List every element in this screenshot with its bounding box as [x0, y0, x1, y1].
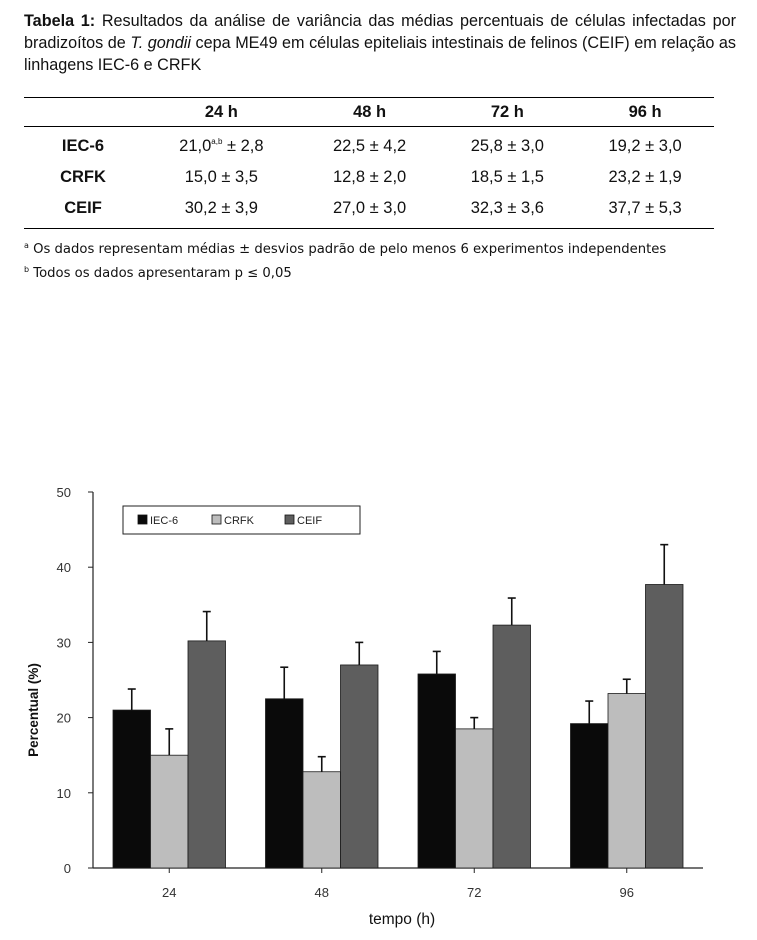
- y-axis-title: Percentual (%): [26, 663, 41, 757]
- table-cell: 25,8 ± 3,0: [470, 137, 544, 155]
- y-tick-label: 40: [57, 560, 71, 575]
- row-label: CEIF: [24, 193, 142, 229]
- table-cell: 30,2 ± 3,9: [142, 193, 301, 229]
- bar-iec-6-72: [417, 673, 456, 869]
- bar-ceif-48: [340, 664, 379, 869]
- x-tick-label: 96: [620, 885, 634, 900]
- bar-crfk-24: [150, 754, 189, 869]
- results-table: 24 h 48 h 72 h 96 h IEC-6 21,0a,b ± 2,8 …: [24, 97, 714, 229]
- footnote-marker: a,b: [211, 137, 223, 146]
- y-tick-label: 0: [64, 861, 71, 876]
- bar-crfk-48: [302, 771, 341, 869]
- legend-label: CEIF: [297, 515, 322, 527]
- table-cell: 18,5 ± 1,5: [470, 168, 544, 186]
- legend-label: CRFK: [224, 515, 255, 527]
- footnote-b: b Todos os dados apresentaram p ≤ 0,05: [24, 260, 666, 284]
- bar-ceif-72: [492, 624, 531, 869]
- caption-species: T. gondii: [130, 34, 191, 52]
- x-tick-label: 72: [467, 885, 481, 900]
- cell-value: 21,0: [179, 137, 212, 155]
- row-label: CRFK: [60, 168, 106, 186]
- footnote-text: Os dados representam médias ± desvios pa…: [33, 242, 667, 257]
- caption-text-after: cepa ME49 em células epiteliais intestin…: [24, 34, 737, 74]
- table-cell: 27,0 ± 3,0: [300, 193, 439, 229]
- y-tick-label: 20: [57, 711, 71, 726]
- table-cell: 12,8 ± 2,0: [332, 168, 407, 186]
- table-cell: 15,0 ± 3,5: [184, 168, 258, 186]
- table-cell: 23,2 ± 1,9: [608, 168, 682, 186]
- y-tick-label: 10: [57, 786, 71, 801]
- cell-deviation: ± 2,8: [222, 137, 264, 155]
- bar-chart: 0 10 20 30 40 50 24 48 72 96 tempo (h) Percentual (…: [26, 485, 703, 928]
- footnote-mark: a: [24, 241, 29, 250]
- x-tick-label: 48: [315, 885, 329, 900]
- table-row-crfk: CRFK 15,0 ± 3,5 12,8 ± 2,0 18,5 ± 1,5 23…: [24, 162, 714, 193]
- row-label: IEC-6: [61, 137, 105, 155]
- bar-iec-6-96: [570, 723, 609, 869]
- header-cell-48h: 48 h: [300, 97, 439, 127]
- table-row-iec6: IEC-6 21,0a,b ± 2,8 22,5 ± 4,2 25,8 ± 3,…: [24, 127, 714, 163]
- caption-text-before: Resultados da análise de variância das m…: [24, 12, 736, 52]
- table-caption: Tabela 1: Resultados da análise de variâ…: [24, 10, 736, 76]
- table-cell: 21,0a,b ± 2,8: [142, 127, 301, 163]
- footnote-text: Todos os dados apresentaram p ≤ 0,05: [33, 266, 292, 281]
- bar-ceif-24: [187, 640, 226, 869]
- bar-crfk-72: [455, 728, 494, 869]
- header-cell-72h: 72 h: [438, 97, 577, 127]
- bar-iec-6-24: [112, 709, 151, 869]
- footnote-a: a Os dados representam médias ± desvios …: [24, 236, 666, 260]
- x-axis-title: tempo (h): [369, 911, 435, 928]
- legend-label: IEC-6: [150, 515, 178, 527]
- legend-swatch: [137, 514, 148, 525]
- header-cell-24h: 24 h: [142, 97, 301, 127]
- table-cell: 37,7 ± 5,3: [576, 193, 714, 229]
- x-tick-label: 24: [162, 885, 176, 900]
- header-cell-corner: [24, 97, 142, 127]
- legend-box: [122, 505, 361, 535]
- caption-label: Tabela 1:: [24, 12, 96, 30]
- y-tick-label: 50: [57, 485, 71, 500]
- header-cell-96h: 96 h: [576, 97, 714, 127]
- table-cell: 19,2 ± 3,0: [608, 137, 682, 155]
- y-tick-label: 30: [57, 635, 71, 650]
- table-footnotes: a Os dados representam médias ± desvios …: [24, 236, 666, 284]
- table-cell: 32,3 ± 3,6: [438, 193, 577, 229]
- footnote-mark: b: [24, 265, 30, 274]
- legend-swatch: [211, 514, 222, 525]
- bar-ceif-96: [645, 584, 684, 869]
- table-row-ceif: CEIF 30,2 ± 3,9 27,0 ± 3,0 32,3 ± 3,6 37…: [24, 193, 714, 229]
- bar-crfk-96: [607, 693, 646, 869]
- table-header-row: 24 h 48 h 72 h 96 h: [24, 97, 714, 127]
- table-cell: 22,5 ± 4,2: [332, 137, 407, 155]
- legend-swatch: [284, 514, 295, 525]
- bar-iec-6-48: [265, 698, 304, 869]
